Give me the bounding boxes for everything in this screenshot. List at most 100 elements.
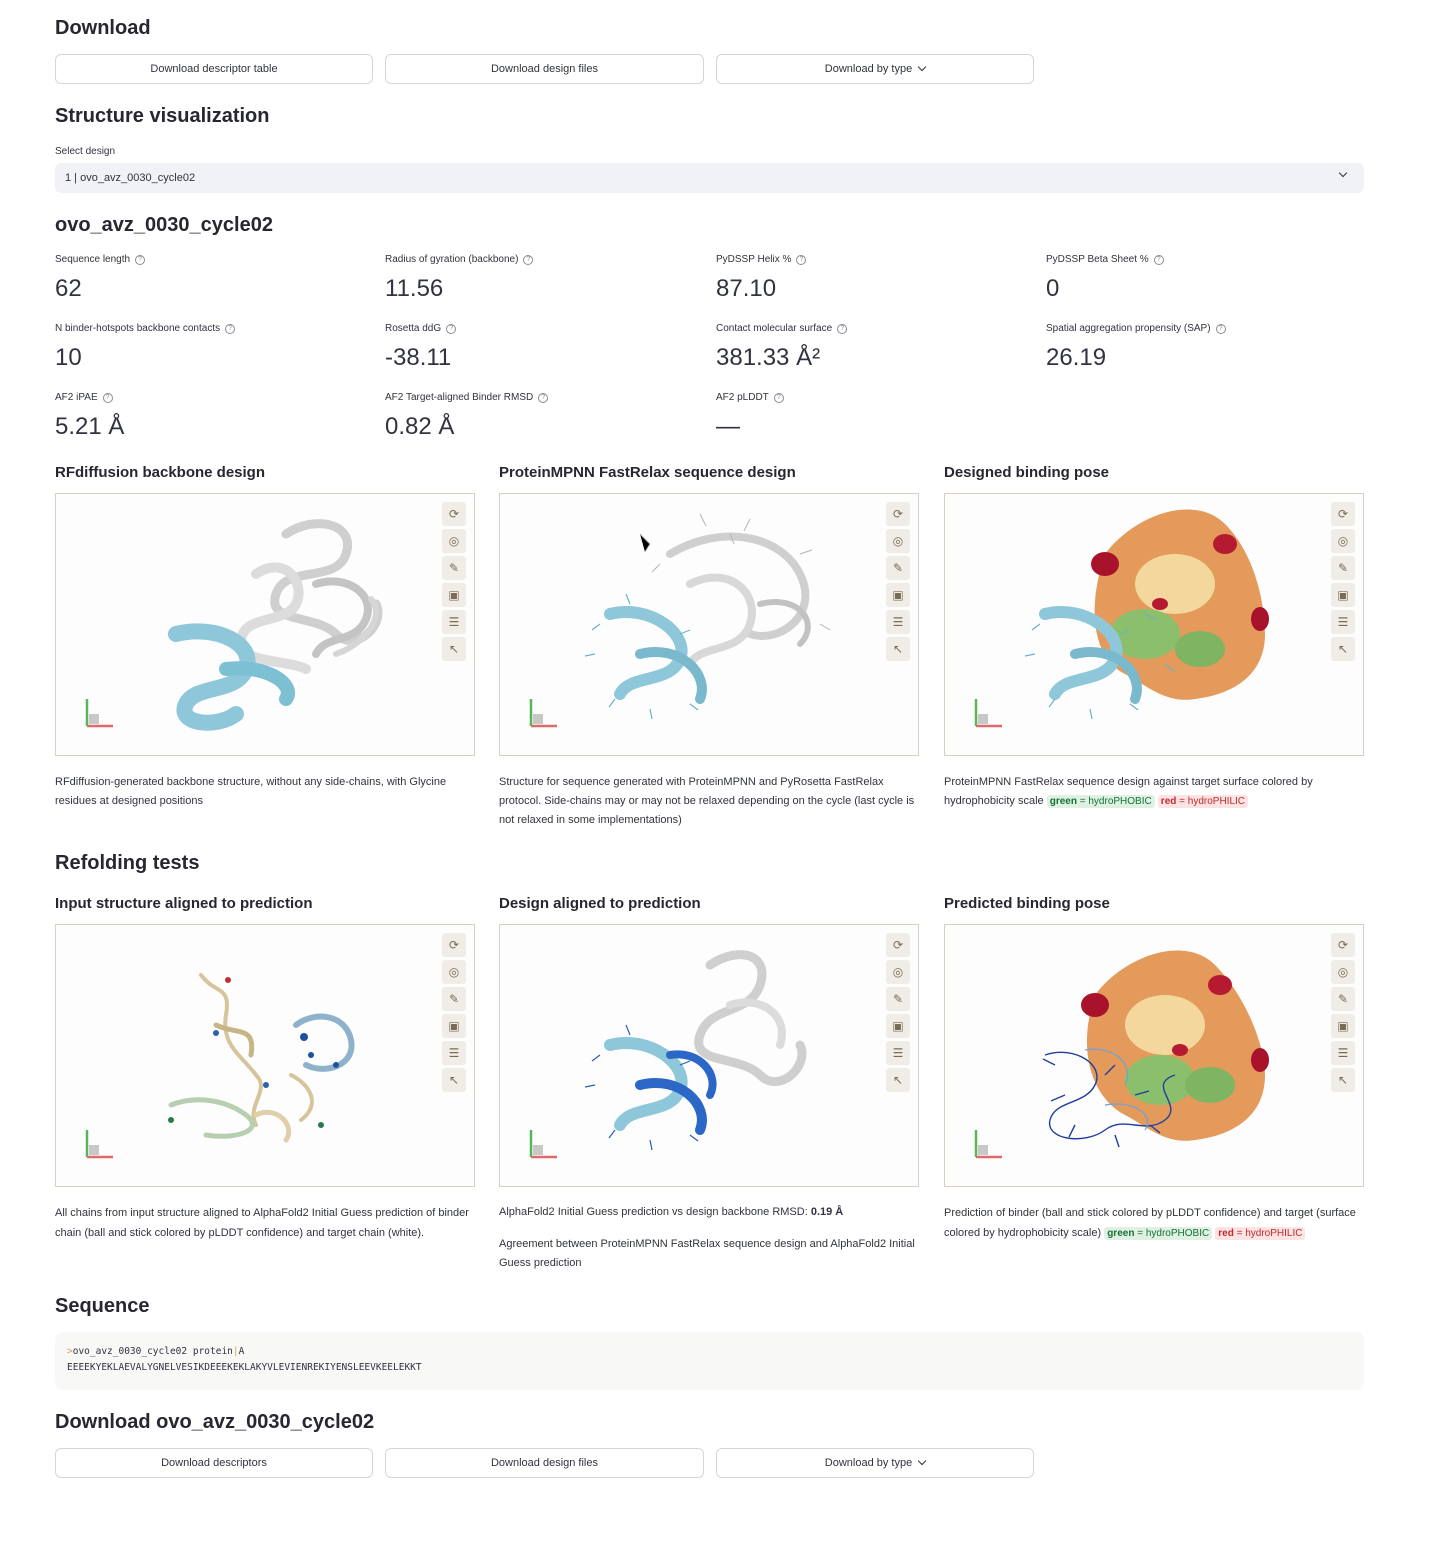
rotate-icon[interactable]: ⟳ — [442, 933, 466, 957]
metric: PyDSSP Beta Sheet %? 0 — [1046, 254, 1164, 303]
rotate-icon[interactable]: ⟳ — [1331, 502, 1355, 526]
viewer-toolbar: ⟳ ◎ ✎ ▣ ☰ ↖ — [442, 933, 466, 1092]
help-icon[interactable]: ? — [446, 323, 457, 334]
metric: AF2 iPAE? 5.21 Å — [55, 392, 124, 441]
screenshot-icon[interactable]: ▣ — [1331, 583, 1355, 607]
metric: Sequence length? 62 — [55, 254, 146, 303]
settings-icon[interactable]: ☰ — [1331, 610, 1355, 634]
viewer-toolbar: ⟳ ◎ ✎ ▣ ☰ ↖ — [886, 502, 910, 661]
cursor-icon[interactable]: ↖ — [886, 637, 910, 661]
protein-structure-image — [85, 973, 355, 1159]
molecule-viewer[interactable]: ⟳ ◎ ✎ ▣ ☰ ↖ — [499, 493, 919, 756]
viewer-toolbar: ⟳ ◎ ✎ ▣ ☰ ↖ — [886, 933, 910, 1092]
download-by-type-button[interactable]: Download by type — [716, 1448, 1034, 1478]
caption-text: AlphaFold2 Initial Guess prediction vs d… — [499, 1206, 811, 1218]
help-icon[interactable]: ? — [1215, 323, 1226, 334]
cursor-icon[interactable]: ↖ — [1331, 637, 1355, 661]
panel-title: Designed binding pose — [944, 464, 1110, 481]
center-icon[interactable]: ◎ — [886, 529, 910, 553]
center-icon[interactable]: ◎ — [1331, 529, 1355, 553]
help-icon[interactable]: ? — [796, 254, 807, 265]
center-icon[interactable]: ◎ — [1331, 960, 1355, 984]
panel-title: Input structure aligned to prediction — [55, 895, 313, 912]
rotate-icon[interactable]: ⟳ — [886, 933, 910, 957]
metric-label: Contact molecular surface — [716, 323, 833, 334]
help-icon[interactable]: ? — [135, 254, 146, 265]
molecule-viewer[interactable]: ⟳ ◎ ✎ ▣ ☰ ↖ — [499, 924, 919, 1187]
molecule-viewer[interactable]: ⟳ ◎ ✎ ▣ ☰ ↖ — [944, 924, 1364, 1187]
caption-text: ProteinMPNN FastRelax sequence design ag… — [944, 776, 1313, 807]
help-icon[interactable]: ? — [102, 392, 113, 403]
settings-icon[interactable]: ☰ — [442, 1041, 466, 1065]
download-descriptor-table-button[interactable]: Download descriptor table — [55, 54, 373, 84]
settings-icon[interactable]: ☰ — [442, 610, 466, 634]
button-label: Download by type — [824, 63, 913, 75]
wrench-icon[interactable]: ✎ — [442, 556, 466, 580]
screenshot-icon[interactable]: ▣ — [886, 583, 910, 607]
panel-title: Design aligned to prediction — [499, 895, 701, 912]
metric-value: 5.21 Å — [55, 413, 125, 440]
download-by-type-button[interactable]: Download by type — [716, 54, 1034, 84]
rotate-icon[interactable]: ⟳ — [442, 502, 466, 526]
screenshot-icon[interactable]: ▣ — [442, 583, 466, 607]
settings-icon[interactable]: ☰ — [1331, 1041, 1355, 1065]
metric-label: Radius of gyration (backbone) — [385, 254, 519, 265]
help-icon[interactable]: ? — [773, 392, 784, 403]
molecule-viewer[interactable]: ⟳ ◎ ✎ ▣ ☰ ↖ — [55, 924, 475, 1187]
metric-value: 11.56 — [385, 275, 444, 302]
help-icon[interactable]: ? — [225, 323, 236, 334]
download-design-files-button[interactable]: Download design files — [385, 1448, 704, 1478]
screenshot-icon[interactable]: ▣ — [886, 1014, 910, 1038]
metric-value: 26.19 — [1046, 344, 1107, 371]
metric-value: 62 — [55, 275, 82, 302]
button-label: Download design files — [490, 1457, 598, 1469]
metric: N binder-hotspots backbone contacts? 10 — [55, 323, 236, 372]
help-icon[interactable]: ? — [538, 392, 549, 403]
metric-label: AF2 pLDDT — [716, 392, 769, 403]
chevron-down-icon — [917, 62, 927, 72]
wrench-icon[interactable]: ✎ — [886, 987, 910, 1011]
center-icon[interactable]: ◎ — [442, 529, 466, 553]
rotate-icon[interactable]: ⟳ — [1331, 933, 1355, 957]
hydrophilic-legend: red = hydroPHILIC — [1215, 1227, 1306, 1240]
help-icon[interactable]: ? — [837, 323, 848, 334]
settings-icon[interactable]: ☰ — [886, 1041, 910, 1065]
center-icon[interactable]: ◎ — [886, 960, 910, 984]
metric-label: Rosetta ddG — [385, 323, 442, 334]
wrench-icon[interactable]: ✎ — [1331, 556, 1355, 580]
design-name: ovo_avz_0030_cycle02 — [55, 214, 273, 236]
download-design-files-button[interactable]: Download design files — [385, 54, 704, 84]
screenshot-icon[interactable]: ▣ — [1331, 1014, 1355, 1038]
molecule-viewer[interactable]: ⟳ ◎ ✎ ▣ ☰ ↖ — [55, 493, 475, 756]
wrench-icon[interactable]: ✎ — [886, 556, 910, 580]
rmsd-value: 0.19 Å — [810, 1206, 844, 1218]
design-select[interactable]: 1 | ovo_avz_0030_cycle02 — [55, 163, 1364, 193]
chevron-down-icon — [1338, 168, 1348, 178]
settings-icon[interactable]: ☰ — [886, 610, 910, 634]
sequence-code-block[interactable]: >ovo_avz_0030_cycle02 protein|A EEEEKYEK… — [55, 1332, 1364, 1390]
screenshot-icon[interactable]: ▣ — [442, 1014, 466, 1038]
button-label: Download design files — [490, 63, 598, 75]
metric: Rosetta ddG? -38.11 — [385, 323, 457, 372]
cursor-icon[interactable]: ↖ — [1331, 1068, 1355, 1092]
cursor-icon[interactable]: ↖ — [442, 1068, 466, 1092]
help-icon[interactable]: ? — [523, 254, 534, 265]
fasta-header: ovo_avz_0030_cycle02 protein — [72, 1346, 233, 1357]
wrench-icon[interactable]: ✎ — [1331, 987, 1355, 1011]
protein-structure-image — [529, 950, 807, 1159]
metric-label: Spatial aggregation propensity (SAP) — [1046, 323, 1211, 334]
select-value: 1 | ovo_avz_0030_cycle02 — [65, 172, 196, 184]
cursor-icon[interactable]: ↖ — [442, 637, 466, 661]
center-icon[interactable]: ◎ — [442, 960, 466, 984]
wrench-icon[interactable]: ✎ — [442, 987, 466, 1011]
button-label: Download descriptor table — [150, 63, 278, 75]
rotate-icon[interactable]: ⟳ — [886, 502, 910, 526]
button-label: Download by type — [824, 1457, 913, 1469]
help-icon[interactable]: ? — [1153, 254, 1164, 265]
download-descriptors-button[interactable]: Download descriptors — [55, 1448, 373, 1478]
hydrophobic-legend: green = hydroPHOBIC — [1046, 795, 1155, 808]
cursor-icon[interactable]: ↖ — [886, 1068, 910, 1092]
metric-label: PyDSSP Helix % — [716, 254, 792, 265]
metric-value: 0 — [1046, 275, 1060, 302]
molecule-viewer[interactable]: ⟳ ◎ ✎ ▣ ☰ ↖ — [944, 493, 1364, 756]
